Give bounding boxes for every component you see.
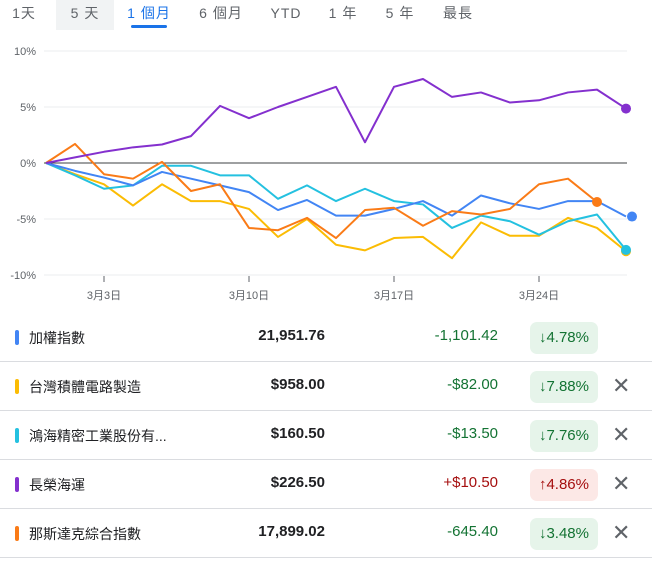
- close-icon[interactable]: ✕: [612, 373, 631, 398]
- close-icon[interactable]: ✕: [612, 471, 631, 496]
- tab-1y[interactable]: 1 年: [328, 5, 358, 21]
- percent-change-badge: ↓7.88%: [529, 371, 598, 403]
- x-tick-label: 3月17日: [374, 290, 414, 302]
- x-tick-label: 3月24日: [519, 290, 559, 302]
- y-tick-label: 5%: [20, 102, 36, 114]
- series-color-indicator: [15, 526, 19, 541]
- series-line: [45, 162, 627, 260]
- price-change: -1,101.42: [434, 327, 498, 344]
- series-color-indicator: [15, 477, 19, 492]
- y-tick-label: -5%: [16, 214, 36, 226]
- tab-1m[interactable]: 1 個月: [122, 0, 176, 30]
- tab-ytd[interactable]: YTD: [270, 5, 302, 21]
- price-change: -645.40: [447, 523, 498, 540]
- price-change: -$13.50: [447, 425, 498, 442]
- series-end-dot: [627, 211, 637, 222]
- percent-change-badge: ↓4.78%: [529, 322, 598, 354]
- y-tick-label: 0%: [20, 158, 36, 170]
- price-change: +$10.50: [443, 474, 498, 491]
- series-end-dot: [621, 103, 631, 114]
- security-name: 長榮海運: [29, 477, 85, 493]
- list-item[interactable]: 加權指數 21,951.76 -1,101.42 ↓4.78%: [0, 313, 652, 362]
- security-name: 那斯達克綜合指數: [29, 526, 141, 542]
- y-tick-label: 10%: [14, 46, 36, 58]
- price: 21,951.76: [258, 327, 325, 344]
- tab-5y[interactable]: 5 年: [385, 5, 415, 21]
- close-icon[interactable]: ✕: [612, 422, 631, 447]
- series-line: [45, 142, 598, 240]
- tab-max[interactable]: 最長: [443, 5, 473, 21]
- price: 17,899.02: [258, 523, 325, 540]
- x-tick-label: 3月3日: [87, 290, 121, 302]
- series-end-dot: [621, 244, 631, 255]
- security-name: 鴻海精密工業股份有...: [29, 428, 167, 444]
- security-name: 台灣積體電路製造: [29, 379, 141, 395]
- list-item[interactable]: 鴻海精密工業股份有... $160.50 -$13.50 ↓7.76% ✕: [0, 411, 652, 460]
- tab-5d[interactable]: 5 天: [56, 0, 114, 30]
- series-line: [45, 162, 627, 218]
- series-color-indicator: [15, 379, 19, 394]
- price: $958.00: [270, 376, 325, 393]
- price-change: -$82.00: [447, 376, 498, 393]
- x-tick-label: 3月10日: [229, 290, 269, 302]
- series-line: [45, 78, 627, 164]
- security-name: 加權指數: [29, 330, 85, 346]
- price: $160.50: [270, 425, 325, 442]
- comparison-chart[interactable]: 10% 5% 0% -5% -10% 3月3日 3月10日 3月17日 3月24日: [0, 36, 652, 306]
- price: $226.50: [270, 474, 325, 491]
- list-item[interactable]: 長榮海運 $226.50 +$10.50 ↑4.86% ✕: [0, 460, 652, 509]
- percent-change-badge: ↑4.86%: [529, 469, 598, 501]
- series-color-indicator: [15, 428, 19, 443]
- percent-change-badge: ↓3.48%: [529, 518, 598, 550]
- y-tick-label: -10%: [10, 270, 36, 282]
- series-end-dot: [592, 196, 602, 207]
- percent-change-badge: ↓7.76%: [529, 420, 598, 452]
- list-item[interactable]: 那斯達克綜合指數 17,899.02 -645.40 ↓3.48% ✕: [0, 509, 652, 558]
- list-item[interactable]: 台灣積體電路製造 $958.00 -$82.00 ↓7.88% ✕: [0, 362, 652, 411]
- comparison-list: 加權指數 21,951.76 -1,101.42 ↓4.78% 台灣積體電路製造…: [0, 313, 652, 558]
- tab-1d[interactable]: 1天: [12, 5, 36, 21]
- tab-6m[interactable]: 6 個月: [199, 5, 243, 21]
- series-line: [45, 162, 627, 251]
- series-color-indicator: [15, 330, 19, 345]
- close-icon[interactable]: ✕: [612, 520, 631, 545]
